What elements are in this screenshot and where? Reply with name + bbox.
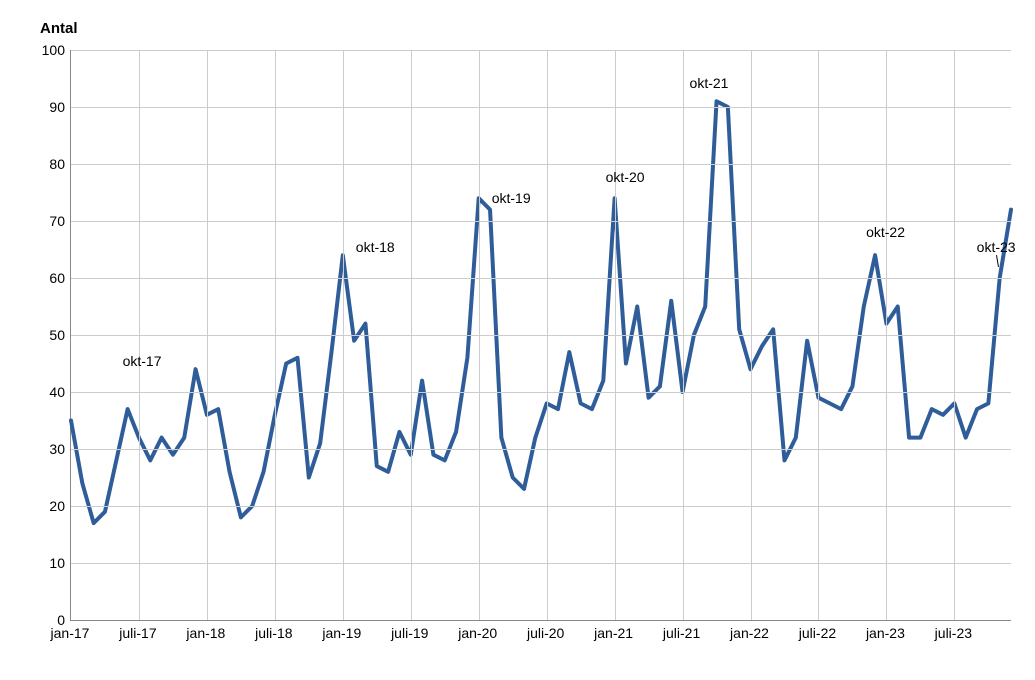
- x-tick-label: jan-22: [730, 625, 769, 641]
- x-tick-label: jan-19: [322, 625, 361, 641]
- grid-line-h: [71, 392, 1011, 393]
- grid-line-h: [71, 278, 1011, 279]
- plot-area: [70, 50, 1011, 621]
- annotation-label: okt-22: [866, 224, 905, 240]
- x-tick-label: juli-21: [663, 625, 700, 641]
- annotation-label: okt-17: [123, 353, 162, 369]
- grid-line-h: [71, 335, 1011, 336]
- x-tick-label: jan-21: [594, 625, 633, 641]
- grid-line-h: [71, 221, 1011, 222]
- x-tick-label: juli-20: [527, 625, 564, 641]
- y-tick-label: 50: [25, 327, 65, 343]
- grid-line-h: [71, 107, 1011, 108]
- grid-line-h: [71, 164, 1011, 165]
- grid-line-v: [139, 50, 140, 620]
- x-tick-label: jan-18: [186, 625, 225, 641]
- y-tick-label: 20: [25, 498, 65, 514]
- x-tick-label: juli-23: [935, 625, 972, 641]
- grid-line-v: [954, 50, 955, 620]
- chart-container: Antal 0102030405060708090100jan-17juli-1…: [20, 20, 1020, 660]
- grid-line-v: [818, 50, 819, 620]
- x-tick-label: jan-20: [458, 625, 497, 641]
- annotation-label: okt-18: [356, 239, 395, 255]
- grid-line-v: [683, 50, 684, 620]
- x-tick-label: juli-17: [119, 625, 156, 641]
- grid-line-v: [275, 50, 276, 620]
- y-tick-label: 40: [25, 384, 65, 400]
- grid-line-v: [207, 50, 208, 620]
- x-tick-label: juli-22: [799, 625, 836, 641]
- y-tick-label: 60: [25, 270, 65, 286]
- annotation-label: okt-23: [977, 239, 1016, 255]
- annotation-label: okt-20: [606, 169, 645, 185]
- grid-line-v: [547, 50, 548, 620]
- annotation-label: okt-21: [690, 75, 729, 91]
- y-tick-label: 80: [25, 156, 65, 172]
- y-tick-label: 70: [25, 213, 65, 229]
- y-tick-label: 30: [25, 441, 65, 457]
- grid-line-v: [751, 50, 752, 620]
- x-tick-label: jan-23: [866, 625, 905, 641]
- x-tick-label: jan-17: [51, 625, 90, 641]
- annotation-label: okt-19: [492, 190, 531, 206]
- grid-line-v: [411, 50, 412, 620]
- x-tick-label: juli-19: [391, 625, 428, 641]
- grid-line-v: [343, 50, 344, 620]
- grid-line-v: [886, 50, 887, 620]
- y-tick-label: 100: [25, 42, 65, 58]
- grid-line-h: [71, 50, 1011, 51]
- grid-line-v: [479, 50, 480, 620]
- grid-line-h: [71, 449, 1011, 450]
- x-tick-label: juli-18: [255, 625, 292, 641]
- grid-line-v: [615, 50, 616, 620]
- y-axis-title: Antal: [40, 20, 78, 37]
- y-tick-label: 10: [25, 555, 65, 571]
- y-tick-label: 90: [25, 99, 65, 115]
- grid-line-h: [71, 563, 1011, 564]
- grid-line-h: [71, 506, 1011, 507]
